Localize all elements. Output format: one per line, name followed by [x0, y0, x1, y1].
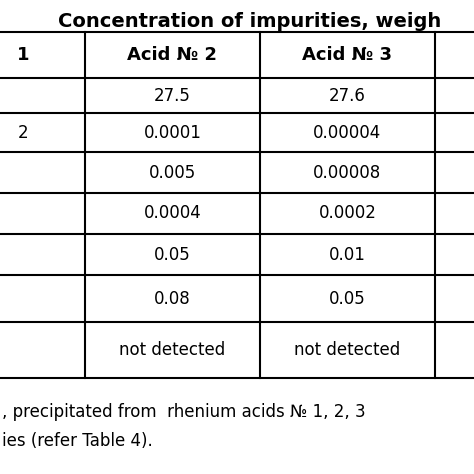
- Text: 0.0002: 0.0002: [319, 204, 376, 222]
- Text: Acid № 2: Acid № 2: [128, 46, 218, 64]
- Text: 27.6: 27.6: [329, 86, 366, 104]
- Text: 0.05: 0.05: [329, 290, 366, 308]
- Text: 1: 1: [17, 46, 30, 64]
- Text: 0.0004: 0.0004: [144, 204, 201, 222]
- Text: 2: 2: [18, 124, 29, 142]
- Text: not detected: not detected: [119, 341, 226, 359]
- Text: 0.00008: 0.00008: [313, 164, 382, 182]
- Text: 0.08: 0.08: [154, 290, 191, 308]
- Text: , precipitated from  rhenium acids № 1, 2, 3: , precipitated from rhenium acids № 1, 2…: [2, 403, 365, 421]
- Text: 0.01: 0.01: [329, 246, 366, 264]
- Text: 0.0001: 0.0001: [144, 124, 201, 142]
- Text: not detected: not detected: [294, 341, 401, 359]
- Text: 0.005: 0.005: [149, 164, 196, 182]
- Text: 0.00004: 0.00004: [313, 124, 382, 142]
- Text: 27.5: 27.5: [154, 86, 191, 104]
- Text: Acid № 3: Acid № 3: [302, 46, 392, 64]
- Text: Concentration of impurities, weigh: Concentration of impurities, weigh: [58, 12, 442, 31]
- Text: 0.05: 0.05: [154, 246, 191, 264]
- Text: ies (refer Table 4).: ies (refer Table 4).: [2, 432, 153, 450]
